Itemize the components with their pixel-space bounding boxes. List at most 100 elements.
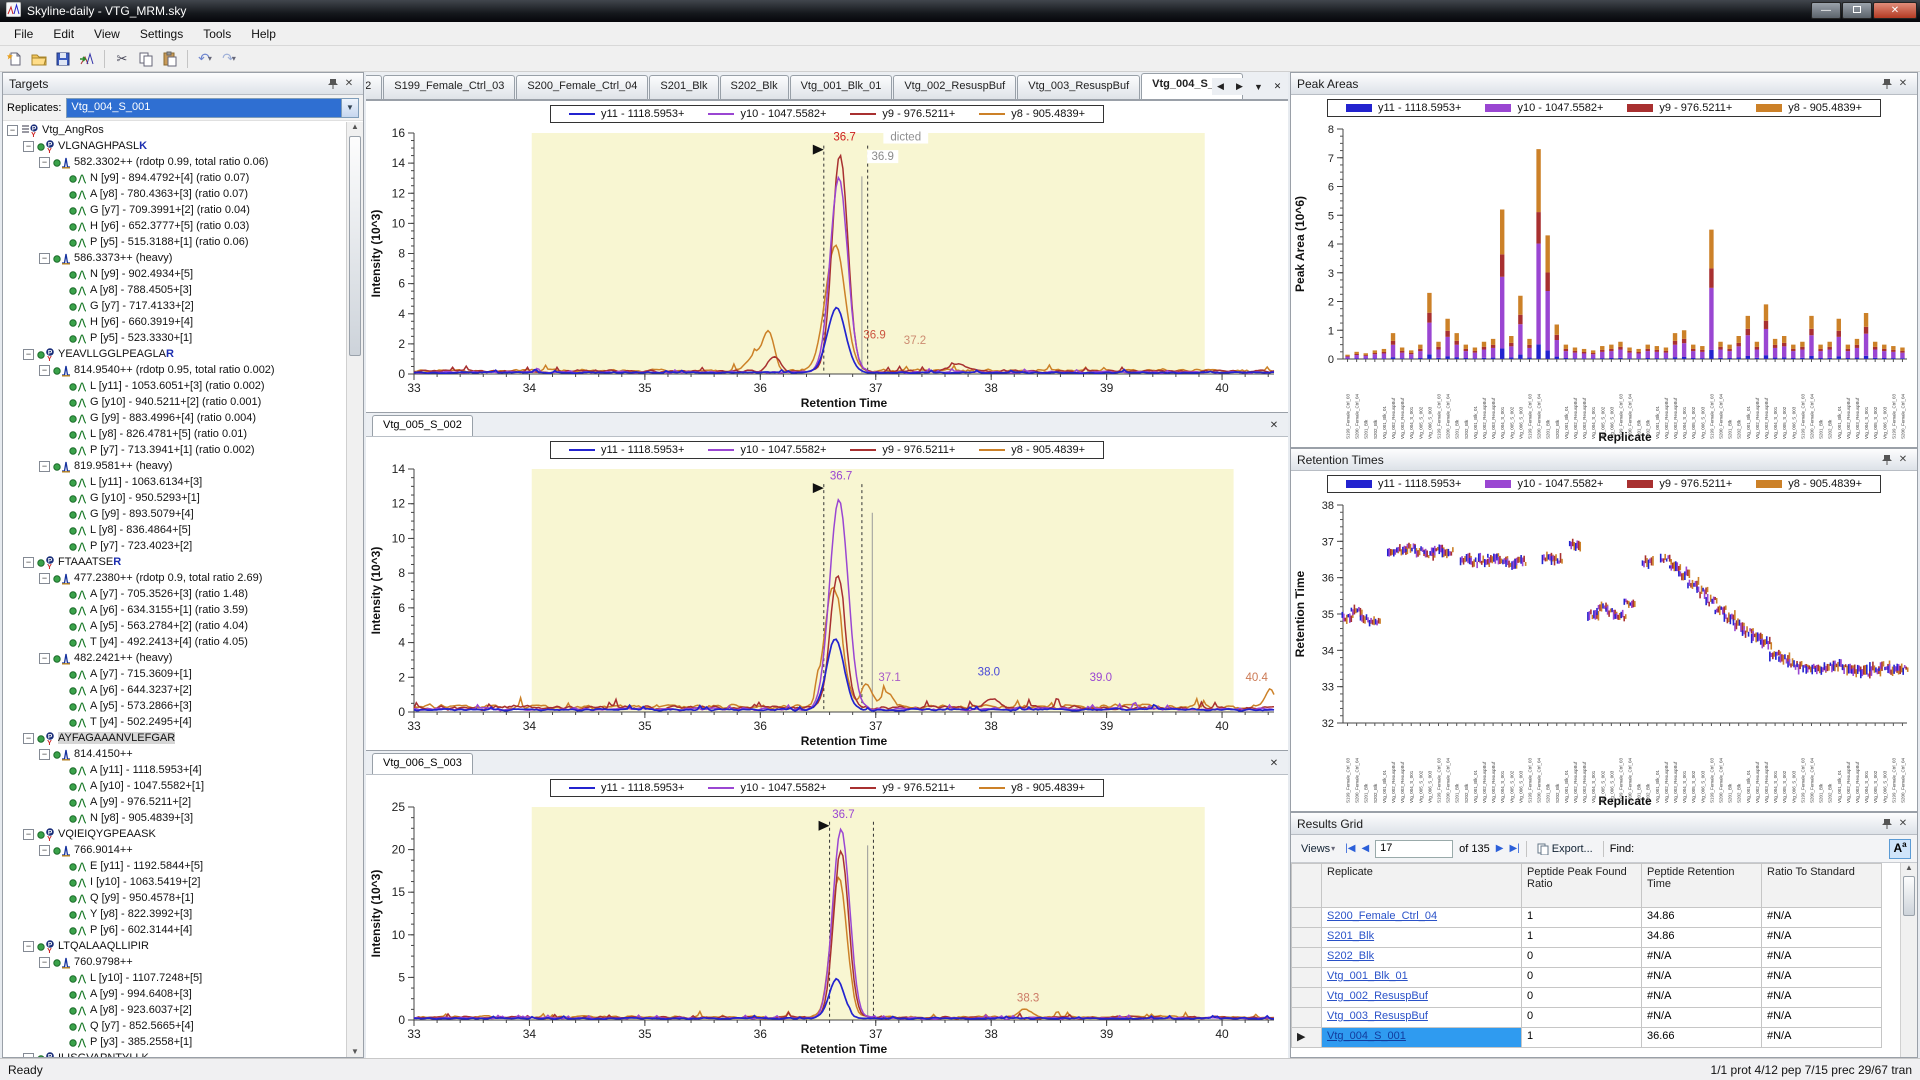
close-icon[interactable]: ✕ [344, 78, 354, 89]
transition-node[interactable]: T [y4] - 502.2495+[4] [3, 714, 346, 730]
scroll-left-icon[interactable]: ◀ [1217, 81, 1224, 91]
transition-node[interactable]: Q [y7] - 852.5665+[4] [3, 1018, 346, 1034]
table-cell[interactable]: #N/A [1761, 1027, 1882, 1048]
menu-settings[interactable]: Settings [139, 26, 184, 41]
table-cell[interactable]: #N/A [1761, 927, 1882, 948]
transition-node[interactable]: N [y8] - 905.4839+[3] [3, 810, 346, 826]
tab-Vtg_001_Blk_01[interactable]: Vtg_001_Blk_01 [789, 75, 893, 99]
transition-node[interactable]: P [y7] - 713.3941+[1] (ratio 0.002) [3, 442, 346, 458]
transition-node[interactable]: H [y6] - 660.3919+[4] [3, 314, 346, 330]
table-cell[interactable]: #N/A [1641, 967, 1762, 988]
table-cell[interactable]: 0 [1521, 947, 1642, 968]
menu-tools[interactable]: Tools [203, 26, 232, 41]
transition-node[interactable]: G [y10] - 950.5293+[1] [3, 490, 346, 506]
expand-toggle[interactable]: − [23, 1052, 34, 1057]
tab-02[interactable]: 02 [366, 75, 383, 99]
row-selector[interactable] [1291, 987, 1322, 1008]
table-cell[interactable]: #N/A [1641, 1007, 1762, 1028]
expand-toggle[interactable]: − [23, 348, 34, 360]
row-selector[interactable] [1291, 967, 1322, 988]
expand-toggle[interactable]: − [23, 140, 34, 152]
transition-node[interactable]: P [y5] - 515.3188+[1] (ratio 0.06) [3, 234, 346, 250]
table-cell[interactable]: Vtg_004_S_001 [1321, 1027, 1522, 1048]
table-row[interactable]: Vtg_001_Blk_01 0 #N/A #N/A [1291, 967, 1882, 988]
chromatogram-chart[interactable]: 33 34 35 36 37 38 39 40 Retention Time 0 5 10 15 20 25… [366, 800, 1284, 1056]
transition-node[interactable]: L [y10] - 1107.7248+[5] [3, 970, 346, 986]
transition-node[interactable]: A [y8] - 923.6037+[2] [3, 1002, 346, 1018]
tab-S201_Blk[interactable]: S201_Blk [649, 75, 719, 99]
peptide-node[interactable]: − P Y VLGNAGHPASLK [3, 138, 346, 155]
tab-menu-icon[interactable]: ▼ [1254, 81, 1263, 92]
transition-node[interactable]: Y [y8] - 822.3992+[3] [3, 906, 346, 922]
retention-times-chart[interactable]: 32 33 34 35 36 37 38 Retention Time S199_Female_… [1291, 497, 1915, 809]
table-cell[interactable]: #N/A [1641, 987, 1762, 1008]
transition-node[interactable]: A [y10] - 1047.5582+[1] [3, 778, 346, 794]
table-cell[interactable]: #N/A [1761, 907, 1882, 928]
table-row[interactable]: ▶ Vtg_004_S_001 1 36.66 #N/A [1291, 1027, 1882, 1048]
close-icon[interactable]: ✕ [1273, 81, 1282, 91]
table-cell[interactable]: S200_Female_Ctrl_04 [1321, 907, 1522, 928]
views-button[interactable]: Views ▾ [1301, 842, 1336, 855]
font-size-button[interactable]: Aa [1889, 838, 1911, 859]
peptide-node[interactable]: − P Y VQIEIQYGPEAASK [3, 826, 346, 843]
menu-edit[interactable]: Edit [53, 26, 75, 41]
table-cell[interactable]: #N/A [1761, 987, 1882, 1008]
table-cell[interactable]: 1 [1521, 907, 1642, 928]
expand-toggle[interactable]: − [39, 748, 50, 760]
row-selector[interactable] [1291, 927, 1322, 948]
transition-node[interactable]: P [y5] - 523.3330+[1] [3, 330, 346, 346]
chromatogram-chart[interactable]: 33 34 35 36 37 38 39 40 Retention Time 0 2 4 6 8 10 12 1… [366, 462, 1284, 748]
pin-icon[interactable] [1879, 816, 1895, 832]
expand-toggle[interactable]: − [7, 124, 18, 136]
transition-node[interactable]: L [y8] - 826.4781+[5] (ratio 0.01) [3, 426, 346, 442]
precursor-node[interactable]: − 819.9581++ (heavy) [3, 458, 346, 474]
last-page-button[interactable]: ▶| [1509, 843, 1520, 854]
expand-toggle[interactable]: − [39, 652, 50, 664]
expand-toggle[interactable]: − [39, 156, 50, 168]
transition-node[interactable]: P [y6] - 602.3144+[4] [3, 922, 346, 938]
precursor-node[interactable]: − 477.2380++ (rdotp 0.9, total ratio 2.69… [3, 570, 346, 586]
expand-toggle[interactable]: − [39, 460, 50, 472]
peak-areas-chart[interactable]: 0 1 2 3 4 5 6 7 8 Peak Area (10^6) S199_Female_Ctr… [1291, 121, 1915, 445]
expand-toggle[interactable]: − [39, 252, 50, 264]
table-row[interactable]: S202_Blk 0 #N/A #N/A [1291, 947, 1882, 968]
transition-node[interactable]: Q [y9] - 950.4578+[1] [3, 890, 346, 906]
transition-node[interactable]: G [y9] - 883.4996+[4] (ratio 0.004) [3, 410, 346, 426]
tab-Vtg_006_S_003[interactable]: Vtg_006_S_003 [372, 753, 473, 774]
table-cell[interactable]: Vtg_002_ResuspBuf [1321, 987, 1522, 1008]
minimize-button[interactable]: — [1811, 2, 1841, 19]
precursor-node[interactable]: − 582.3302++ (rdotp 0.99, total ratio 0.0… [3, 154, 346, 170]
pin-icon[interactable] [1879, 76, 1895, 92]
menu-file[interactable]: File [14, 26, 34, 41]
tab-Vtg_003_ResuspBuf[interactable]: Vtg_003_ResuspBuf [1017, 75, 1141, 99]
tab-S200_Female_Ctrl_04[interactable]: S200_Female_Ctrl_04 [516, 75, 649, 99]
replicates-combo[interactable]: Vtg_004_S_001 ▼ [66, 97, 359, 118]
undo-icon[interactable]: ↶ ▾ [198, 50, 212, 66]
expand-toggle[interactable]: − [39, 364, 50, 376]
table-cell[interactable]: S202_Blk [1321, 947, 1522, 968]
page-number-input[interactable]: 17 [1375, 839, 1454, 858]
redo-icon[interactable]: ↷ ▾ [222, 50, 236, 66]
row-selector[interactable] [1291, 947, 1322, 968]
prev-page-button[interactable]: ◀ [1361, 843, 1370, 854]
paste-icon[interactable] [159, 48, 181, 70]
close-icon[interactable]: ✕ [1269, 419, 1279, 431]
table-cell[interactable]: 1 [1521, 927, 1642, 948]
import-results-icon[interactable] [76, 48, 98, 70]
targets-scrollbar[interactable]: ▲ ▼ [346, 122, 363, 1057]
copy-icon[interactable] [135, 48, 157, 70]
scroll-right-icon[interactable]: ▶ [1236, 81, 1243, 91]
table-cell[interactable]: 36.66 [1641, 1027, 1762, 1048]
peptide-node[interactable]: − P Y AYFAGAAANVLEFGAR [3, 730, 346, 747]
grid-scrollbar[interactable]: ▲ [1900, 863, 1917, 1057]
close-icon[interactable]: ✕ [1898, 78, 1908, 89]
transition-node[interactable]: G [y7] - 709.3991+[2] (ratio 0.04) [3, 202, 346, 218]
transition-node[interactable]: I [y10] - 1063.5419+[2] [3, 874, 346, 890]
transition-node[interactable]: P [y7] - 723.4023+[2] [3, 538, 346, 554]
pin-icon[interactable] [325, 76, 341, 92]
tab-S199_Female_Ctrl_03[interactable]: S199_Female_Ctrl_03 [383, 75, 516, 99]
transition-node[interactable]: L [y11] - 1053.6051+[3] (ratio 0.002) [3, 378, 346, 394]
precursor-node[interactable]: − 814.4150++ [3, 746, 346, 762]
table-cell[interactable]: Vtg_001_Blk_01 [1321, 967, 1522, 988]
transition-node[interactable]: G [y9] - 893.5079+[4] [3, 506, 346, 522]
